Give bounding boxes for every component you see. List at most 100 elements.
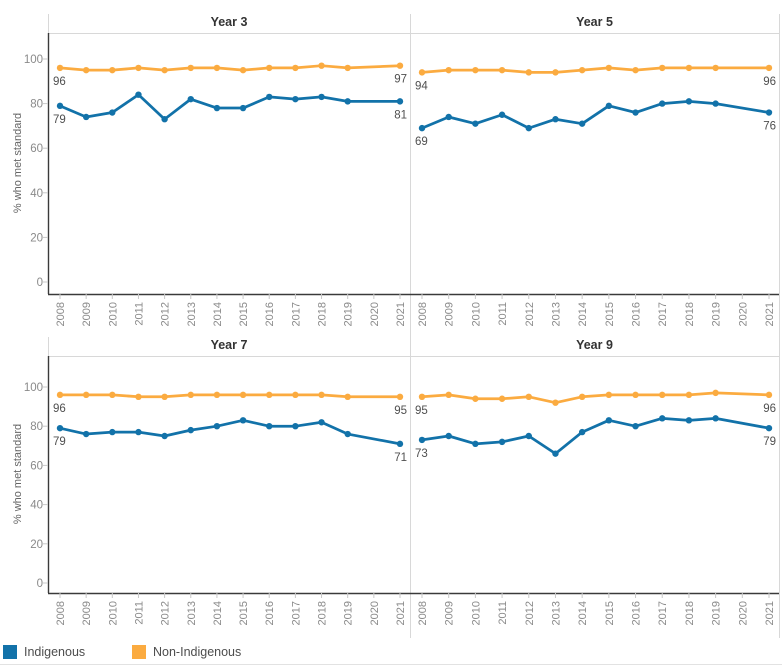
point-non-indigenous-year-7-2015[interactable] — [239, 391, 247, 399]
point-indigenous-year-5-2009[interactable] — [445, 113, 452, 121]
point-indigenous-year-9-2014[interactable] — [578, 428, 586, 436]
point-indigenous-year-3-2012[interactable] — [161, 116, 168, 123]
point-indigenous-year-9-2018[interactable] — [685, 417, 693, 424]
point-non-indigenous-year-9-2009[interactable] — [445, 391, 452, 399]
point-non-indigenous-year-9-2013[interactable] — [552, 399, 559, 406]
point-non-indigenous-year-7-2018[interactable] — [318, 391, 325, 399]
point-non-indigenous-year-3-2010[interactable] — [109, 66, 116, 74]
point-indigenous-year-3-2008[interactable] — [56, 102, 64, 110]
point-non-indigenous-year-5-2013[interactable] — [552, 69, 559, 76]
legend-item-indigenous[interactable]: Indigenous — [3, 641, 85, 663]
point-non-indigenous-year-9-2021[interactable] — [765, 391, 773, 399]
point-indigenous-year-9-2016[interactable] — [632, 423, 639, 430]
point-non-indigenous-year-7-2016[interactable] — [266, 391, 273, 399]
point-non-indigenous-year-5-2017[interactable] — [659, 64, 666, 72]
point-non-indigenous-year-3-2008[interactable] — [56, 64, 64, 72]
point-indigenous-year-9-2008[interactable] — [418, 436, 426, 444]
point-indigenous-year-7-2019[interactable] — [344, 430, 351, 438]
point-indigenous-year-3-2011[interactable] — [135, 91, 142, 98]
point-non-indigenous-year-7-2011[interactable] — [135, 393, 142, 400]
point-indigenous-year-3-2013[interactable] — [187, 95, 194, 103]
point-non-indigenous-year-3-2019[interactable] — [344, 64, 351, 72]
point-non-indigenous-year-7-2013[interactable] — [187, 391, 194, 399]
point-indigenous-year-5-2018[interactable] — [685, 98, 693, 105]
point-indigenous-year-7-2014[interactable] — [213, 423, 221, 430]
point-indigenous-year-7-2017[interactable] — [292, 423, 299, 430]
point-indigenous-year-9-2012[interactable] — [525, 432, 532, 440]
point-non-indigenous-year-7-2017[interactable] — [292, 391, 299, 399]
legend-item-non-indigenous[interactable]: Non-Indigenous — [132, 641, 241, 663]
point-non-indigenous-year-9-2008[interactable] — [418, 393, 426, 400]
point-non-indigenous-year-9-2011[interactable] — [498, 395, 506, 402]
point-non-indigenous-year-3-2009[interactable] — [82, 66, 90, 74]
point-indigenous-year-3-2014[interactable] — [213, 104, 221, 112]
point-non-indigenous-year-7-2019[interactable] — [344, 393, 351, 400]
point-non-indigenous-year-3-2011[interactable] — [135, 64, 142, 72]
point-indigenous-year-7-2013[interactable] — [187, 426, 194, 434]
point-indigenous-year-9-2021[interactable] — [765, 424, 773, 432]
point-non-indigenous-year-9-2014[interactable] — [578, 393, 586, 400]
point-non-indigenous-year-5-2009[interactable] — [445, 66, 452, 74]
point-non-indigenous-year-5-2011[interactable] — [498, 66, 506, 74]
point-indigenous-year-3-2009[interactable] — [82, 113, 90, 121]
point-indigenous-year-7-2021[interactable] — [396, 440, 404, 448]
point-non-indigenous-year-5-2015[interactable] — [605, 64, 613, 72]
point-non-indigenous-year-5-2018[interactable] — [685, 64, 693, 72]
point-non-indigenous-year-9-2012[interactable] — [525, 393, 532, 400]
point-indigenous-year-5-2016[interactable] — [632, 109, 639, 116]
point-indigenous-year-5-2021[interactable] — [765, 109, 773, 116]
point-indigenous-year-3-2015[interactable] — [239, 104, 247, 112]
point-non-indigenous-year-5-2012[interactable] — [525, 69, 532, 76]
point-non-indigenous-year-5-2010[interactable] — [472, 66, 479, 74]
point-indigenous-year-5-2010[interactable] — [472, 120, 479, 127]
point-non-indigenous-year-7-2008[interactable] — [56, 391, 64, 399]
point-indigenous-year-3-2021[interactable] — [396, 98, 404, 105]
point-non-indigenous-year-3-2018[interactable] — [318, 62, 325, 69]
point-non-indigenous-year-7-2010[interactable] — [109, 391, 116, 399]
point-indigenous-year-7-2010[interactable] — [109, 428, 116, 436]
point-indigenous-year-3-2010[interactable] — [109, 109, 116, 116]
point-non-indigenous-year-9-2015[interactable] — [605, 391, 613, 399]
point-non-indigenous-year-3-2012[interactable] — [161, 66, 168, 74]
point-indigenous-year-9-2013[interactable] — [552, 450, 559, 457]
point-indigenous-year-9-2019[interactable] — [712, 415, 719, 422]
point-non-indigenous-year-5-2008[interactable] — [418, 69, 426, 76]
point-non-indigenous-year-7-2014[interactable] — [213, 391, 221, 399]
point-indigenous-year-7-2016[interactable] — [266, 423, 273, 430]
point-indigenous-year-7-2015[interactable] — [239, 417, 247, 424]
point-non-indigenous-year-9-2010[interactable] — [472, 395, 479, 402]
point-non-indigenous-year-5-2019[interactable] — [712, 64, 719, 72]
point-non-indigenous-year-3-2017[interactable] — [292, 64, 299, 72]
point-indigenous-year-3-2017[interactable] — [292, 95, 299, 103]
point-indigenous-year-3-2019[interactable] — [344, 98, 351, 105]
point-non-indigenous-year-7-2009[interactable] — [82, 391, 90, 399]
point-indigenous-year-7-2018[interactable] — [318, 419, 325, 426]
point-indigenous-year-5-2017[interactable] — [659, 100, 666, 107]
point-indigenous-year-5-2011[interactable] — [498, 111, 506, 118]
point-non-indigenous-year-7-2012[interactable] — [161, 393, 168, 400]
point-indigenous-year-5-2008[interactable] — [418, 124, 426, 132]
point-non-indigenous-year-5-2016[interactable] — [632, 66, 639, 74]
point-indigenous-year-9-2017[interactable] — [659, 415, 666, 422]
point-indigenous-year-3-2018[interactable] — [318, 93, 325, 101]
point-non-indigenous-year-3-2015[interactable] — [239, 66, 247, 74]
point-indigenous-year-9-2009[interactable] — [445, 432, 452, 440]
point-non-indigenous-year-3-2021[interactable] — [396, 62, 404, 69]
point-indigenous-year-5-2014[interactable] — [578, 120, 586, 127]
point-indigenous-year-7-2012[interactable] — [161, 432, 168, 440]
point-indigenous-year-3-2016[interactable] — [266, 93, 273, 101]
point-non-indigenous-year-3-2014[interactable] — [213, 64, 221, 72]
point-non-indigenous-year-9-2018[interactable] — [685, 391, 693, 399]
point-non-indigenous-year-7-2021[interactable] — [396, 393, 404, 400]
point-indigenous-year-7-2011[interactable] — [135, 428, 142, 436]
point-non-indigenous-year-5-2021[interactable] — [765, 64, 773, 72]
point-indigenous-year-5-2012[interactable] — [525, 124, 532, 132]
point-non-indigenous-year-3-2013[interactable] — [187, 64, 194, 72]
point-indigenous-year-9-2010[interactable] — [472, 440, 479, 448]
point-non-indigenous-year-9-2016[interactable] — [632, 391, 639, 399]
point-indigenous-year-7-2008[interactable] — [56, 424, 64, 432]
point-non-indigenous-year-5-2014[interactable] — [578, 66, 586, 74]
point-indigenous-year-5-2013[interactable] — [552, 116, 559, 123]
point-indigenous-year-9-2011[interactable] — [498, 438, 506, 446]
point-non-indigenous-year-9-2017[interactable] — [659, 391, 666, 399]
